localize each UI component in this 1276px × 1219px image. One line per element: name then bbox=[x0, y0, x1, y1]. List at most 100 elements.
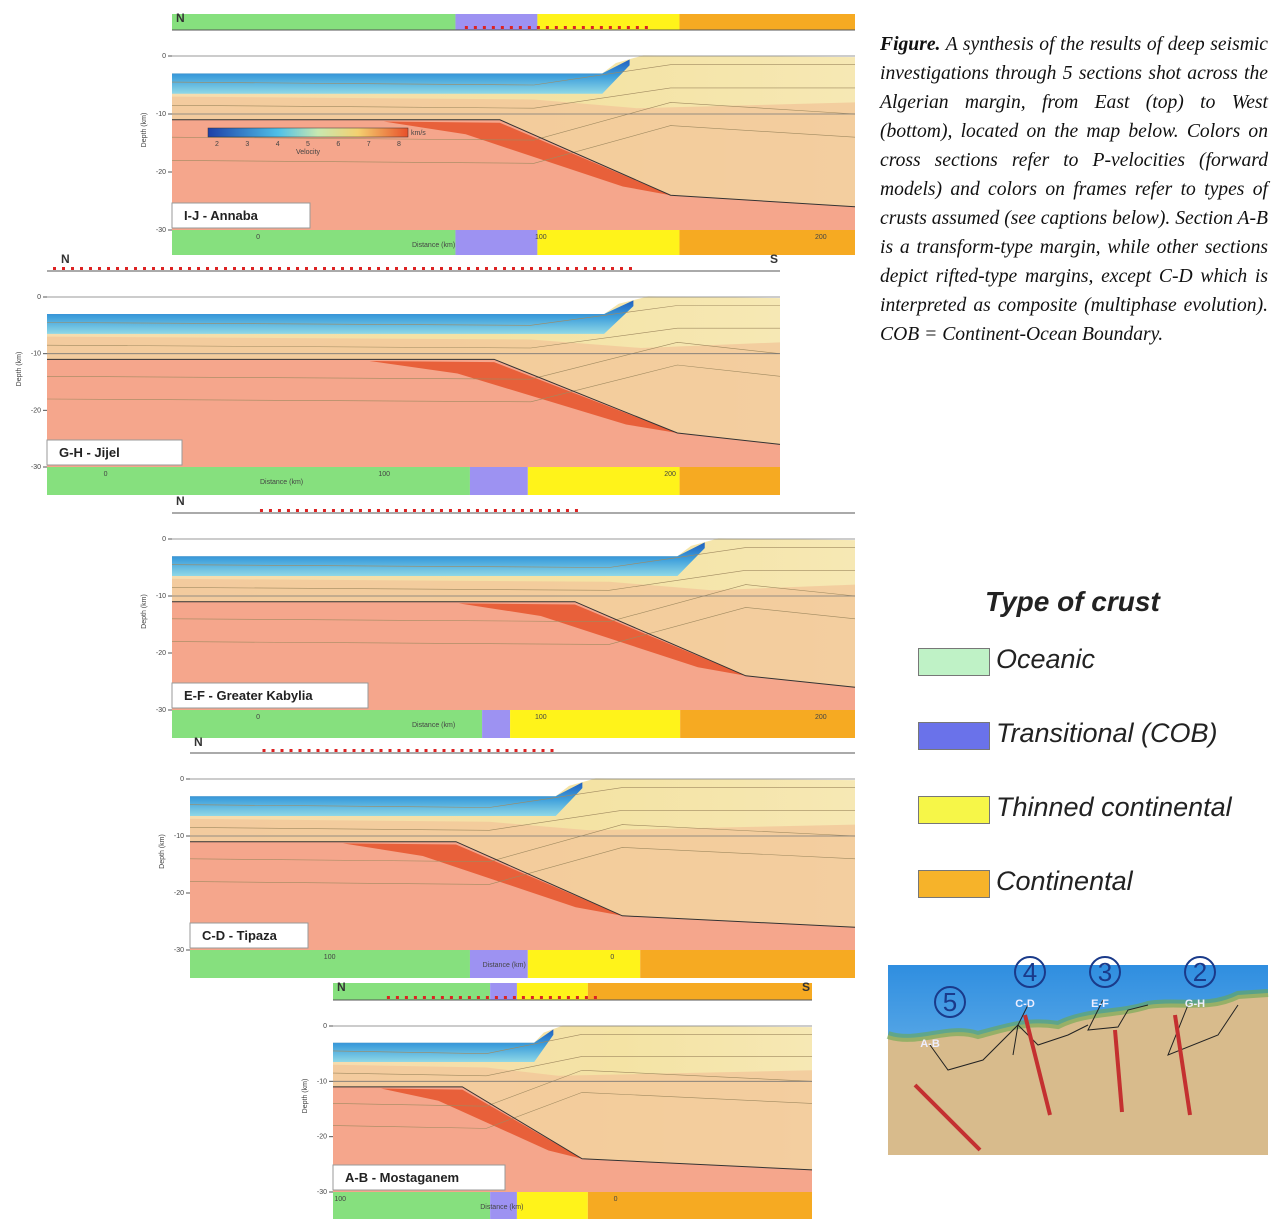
shot-marker bbox=[371, 749, 374, 752]
shot-marker bbox=[620, 267, 623, 270]
crust-frame-top bbox=[679, 14, 855, 30]
shot-marker bbox=[368, 509, 371, 512]
shot-marker bbox=[404, 509, 407, 512]
crust-frame-bottom bbox=[680, 467, 780, 495]
shot-marker bbox=[557, 267, 560, 270]
shot-marker bbox=[260, 509, 263, 512]
distance-tick-label: 100 bbox=[535, 714, 547, 721]
shot-marker bbox=[296, 267, 299, 270]
shot-marker bbox=[627, 26, 630, 29]
shot-marker bbox=[179, 267, 182, 270]
distance-tick-label: 0 bbox=[614, 1196, 618, 1203]
shot-marker bbox=[461, 749, 464, 752]
crust-frame-bottom bbox=[528, 950, 640, 978]
shot-marker bbox=[116, 267, 119, 270]
shot-marker bbox=[323, 267, 326, 270]
shot-marker bbox=[269, 267, 272, 270]
shot-marker bbox=[422, 509, 425, 512]
shot-marker bbox=[341, 509, 344, 512]
depth-tick-label: 0 bbox=[162, 536, 166, 543]
shot-marker bbox=[449, 509, 452, 512]
caption-label: Figure. bbox=[880, 34, 940, 55]
shot-marker bbox=[515, 749, 518, 752]
shot-marker bbox=[296, 509, 299, 512]
shot-marker bbox=[416, 749, 419, 752]
north-label: N bbox=[176, 11, 185, 25]
shot-marker bbox=[407, 749, 410, 752]
shot-marker bbox=[350, 267, 353, 270]
shot-marker bbox=[521, 267, 524, 270]
legend-label: Thinned continental bbox=[996, 792, 1232, 823]
shot-marker bbox=[323, 509, 326, 512]
shot-marker bbox=[458, 267, 461, 270]
cross-section: 0-10-20-30Depth (km)0100200Distance (km)… bbox=[141, 11, 855, 255]
shot-marker bbox=[396, 996, 399, 999]
crust-frame-bottom bbox=[679, 230, 855, 255]
shot-marker bbox=[62, 267, 65, 270]
crust-frame-bottom bbox=[588, 1192, 812, 1219]
crust-frame-bottom bbox=[470, 467, 528, 495]
distance-tick-label: 0 bbox=[256, 714, 260, 721]
shot-marker bbox=[558, 996, 561, 999]
shot-marker bbox=[474, 26, 477, 29]
shot-marker bbox=[251, 267, 254, 270]
shot-marker bbox=[555, 26, 558, 29]
shot-marker bbox=[506, 749, 509, 752]
shot-marker bbox=[468, 996, 471, 999]
shot-marker bbox=[377, 509, 380, 512]
shot-marker bbox=[593, 267, 596, 270]
distance-tick-label: 200 bbox=[664, 471, 676, 478]
shot-marker bbox=[512, 509, 515, 512]
shot-marker bbox=[585, 996, 588, 999]
shot-marker bbox=[281, 749, 284, 752]
shot-marker bbox=[224, 267, 227, 270]
shot-marker bbox=[413, 267, 416, 270]
shot-marker bbox=[242, 267, 245, 270]
shot-marker bbox=[290, 749, 293, 752]
shot-marker bbox=[143, 267, 146, 270]
location-map: 5A-B4C-D3E-F2G-H bbox=[888, 957, 1268, 1155]
shot-marker bbox=[389, 749, 392, 752]
shot-marker bbox=[548, 267, 551, 270]
north-label: N bbox=[194, 735, 203, 749]
shot-marker bbox=[551, 749, 554, 752]
depth-axis-label: Depth (km) bbox=[302, 1079, 309, 1114]
shot-marker bbox=[215, 267, 218, 270]
shot-marker bbox=[350, 509, 353, 512]
distance-axis-label: Distance (km) bbox=[483, 962, 526, 969]
shot-marker bbox=[503, 267, 506, 270]
shot-marker bbox=[494, 267, 497, 270]
legend-swatch bbox=[918, 648, 990, 676]
shot-marker bbox=[557, 509, 560, 512]
depth-tick-label: -20 bbox=[156, 169, 166, 176]
section-label: I-J - Annaba bbox=[184, 208, 259, 223]
depth-axis-label: Depth (km) bbox=[141, 113, 148, 148]
crust-frame-bottom bbox=[517, 1192, 588, 1219]
shot-marker bbox=[344, 749, 347, 752]
crust-frame-top bbox=[537, 14, 679, 30]
shot-marker bbox=[299, 749, 302, 752]
shot-marker bbox=[582, 26, 585, 29]
shot-marker bbox=[548, 509, 551, 512]
map-marker-number: 5 bbox=[943, 987, 957, 1017]
shot-marker bbox=[458, 509, 461, 512]
legend-swatch bbox=[918, 870, 990, 898]
shot-marker bbox=[567, 996, 570, 999]
shot-marker bbox=[443, 749, 446, 752]
shot-marker bbox=[629, 267, 632, 270]
depth-tick-label: -10 bbox=[31, 351, 41, 358]
section-label: E-F - Greater Kabylia bbox=[184, 688, 313, 703]
shot-marker bbox=[314, 509, 317, 512]
shot-marker bbox=[575, 509, 578, 512]
shot-marker bbox=[387, 996, 390, 999]
north-label: N bbox=[176, 494, 185, 508]
shot-marker bbox=[71, 267, 74, 270]
shot-marker bbox=[546, 26, 549, 29]
crust-frame-bottom bbox=[47, 467, 470, 495]
shot-marker bbox=[423, 996, 426, 999]
shot-marker bbox=[539, 509, 542, 512]
shot-marker bbox=[440, 267, 443, 270]
velocity-tick: 3 bbox=[245, 141, 249, 148]
depth-tick-label: -10 bbox=[156, 593, 166, 600]
shot-marker bbox=[278, 509, 281, 512]
